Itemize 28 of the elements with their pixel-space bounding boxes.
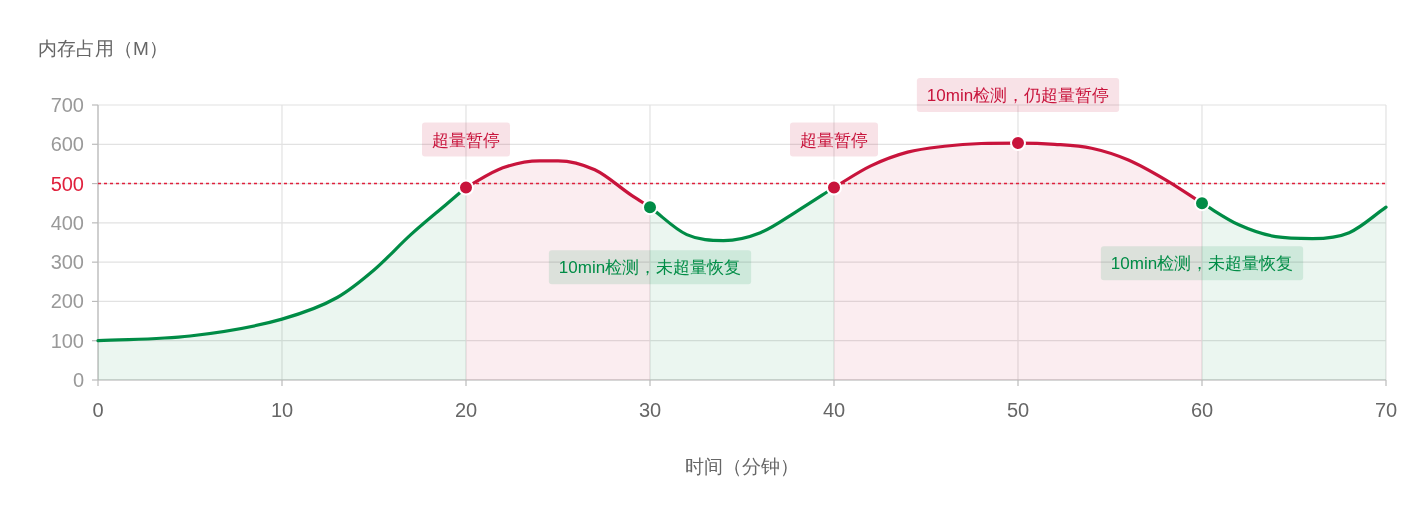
annotation: 10min检测，仍超量暂停 xyxy=(926,86,1110,106)
x-tick-label: 40 xyxy=(822,399,846,421)
x-tick-label: 10 xyxy=(270,399,294,421)
point xyxy=(642,199,658,216)
y-tick-label: 300 xyxy=(50,251,84,274)
y-tick-label: 0 xyxy=(72,369,84,391)
point xyxy=(1194,195,1210,212)
y-tick-label: 100 xyxy=(50,329,84,352)
annotation: 10min检测，未超量恢复 xyxy=(1110,254,1294,274)
y-tick-label: 500 xyxy=(50,172,84,195)
annotation: 超量暂停 xyxy=(432,130,500,150)
x-tick-label: 70 xyxy=(1374,399,1398,421)
y-tick-label: 400 xyxy=(50,211,84,234)
y-tick-label: 700 xyxy=(50,94,84,116)
annotation: 超量暂停 xyxy=(800,130,868,150)
y-tick-label: 600 xyxy=(50,133,84,156)
y-tick-label: 200 xyxy=(50,290,84,313)
point xyxy=(458,179,474,196)
y-axis-title: 内存占用（M） xyxy=(38,38,168,59)
x-tick-label: 60 xyxy=(1190,399,1214,421)
x-axis-title: 时间（分钟） xyxy=(685,456,799,477)
x-tick-label: 0 xyxy=(92,399,104,421)
x-tick-label: 20 xyxy=(454,399,478,421)
point xyxy=(826,179,842,196)
annotation: 10min检测，未超量恢复 xyxy=(558,258,742,278)
point xyxy=(1010,135,1026,152)
x-tick-label: 50 xyxy=(1006,399,1030,421)
x-tick-label: 30 xyxy=(638,399,662,421)
